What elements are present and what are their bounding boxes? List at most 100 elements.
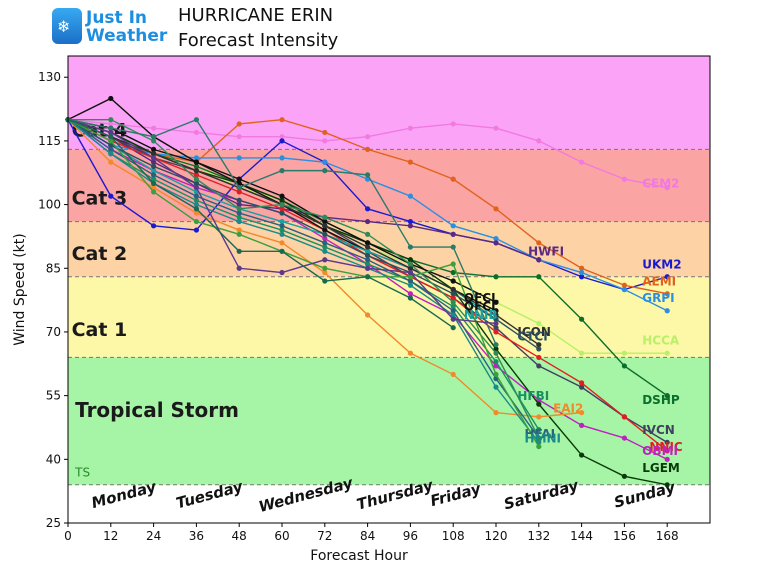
data-point [536,274,542,280]
series-line [67,119,540,447]
data-point [450,299,456,305]
series-label: HFAI [525,427,556,441]
data-point [450,244,456,250]
x-tick-label: 156 [613,529,636,543]
logo-text-top: Just In [86,8,148,28]
band-label: TS [74,465,90,479]
data-point [493,312,499,318]
data-point [621,176,628,182]
intensity-band [68,357,710,485]
data-point [193,197,199,203]
x-tick-label: 132 [527,529,550,543]
data-point [536,443,542,450]
data-point [536,435,542,441]
data-point [322,257,328,263]
x-axis-label: Forecast Hour [310,548,408,564]
y-axis-label: Wind Speed (kt) [12,233,28,346]
x-tick-label: 48 [232,529,247,543]
data-point [322,240,328,246]
data-point [493,320,499,327]
data-point [108,117,114,123]
data-point [407,159,413,165]
data-point [407,244,413,250]
data-point [322,168,328,174]
data-point [151,138,157,144]
data-point [450,286,456,293]
data-point [193,117,199,123]
data-point [450,223,456,229]
data-point [493,329,499,335]
series-label: DSHP [642,393,680,407]
series-label: ICON [517,325,551,339]
data-point [193,159,199,165]
data-point [108,134,114,140]
data-point [664,456,670,462]
series-label: AEMI [642,274,676,288]
x-tick-label: 72 [317,529,332,543]
data-point [407,257,413,263]
data-point [621,286,628,293]
data-point [365,261,371,267]
category-label: Cat 1 [72,319,128,341]
x-tick-label: 12 [103,529,118,543]
data-point [493,325,499,331]
data-point [493,274,499,280]
data-point [108,142,114,148]
series-label: IVCN [642,423,675,437]
series-label: HMNI [525,431,562,445]
x-tick-label: 120 [485,529,508,543]
data-point [151,189,157,195]
data-point [108,146,114,152]
data-point [450,231,456,237]
data-point [193,206,199,212]
data-point [664,439,670,445]
data-point [108,125,114,131]
data-point [450,261,456,267]
series-label: HWFI [528,245,564,259]
data-point [450,325,456,331]
series-label: UKM2 [642,257,681,271]
data-point [193,180,199,186]
data-point [579,269,585,276]
data-point [151,180,157,186]
data-point [493,235,499,242]
series-label: GRPI [642,291,674,305]
data-point [193,218,199,225]
category-label: Tropical Storm [75,398,239,422]
data-point [365,257,371,263]
data-point [322,265,328,271]
data-point [407,193,413,199]
data-point [493,342,499,348]
series-line [67,119,540,443]
data-point [493,359,499,365]
data-point [407,218,413,225]
series-line [68,118,540,439]
data-point [279,138,285,144]
data-point [493,350,499,356]
data-point [322,223,328,229]
series-line [67,119,454,329]
data-point [236,134,242,140]
category-label: Cat 2 [72,243,128,265]
data-point [450,308,456,314]
data-point [407,269,413,276]
data-point [450,269,456,276]
data-point [108,129,114,136]
intensity-band [68,484,710,523]
data-point [151,168,157,174]
data-point [151,185,157,191]
data-point [365,240,371,246]
data-point [664,482,670,488]
data-point [365,252,371,259]
data-point [621,363,628,369]
data-point [322,159,328,165]
data-point [579,380,585,386]
data-point [365,134,371,140]
data-point [151,223,157,229]
data-point [664,448,670,454]
series-label: CEM2 [642,177,679,191]
series-label: NNIB [464,308,498,322]
data-point [322,218,328,225]
data-point [407,278,413,284]
